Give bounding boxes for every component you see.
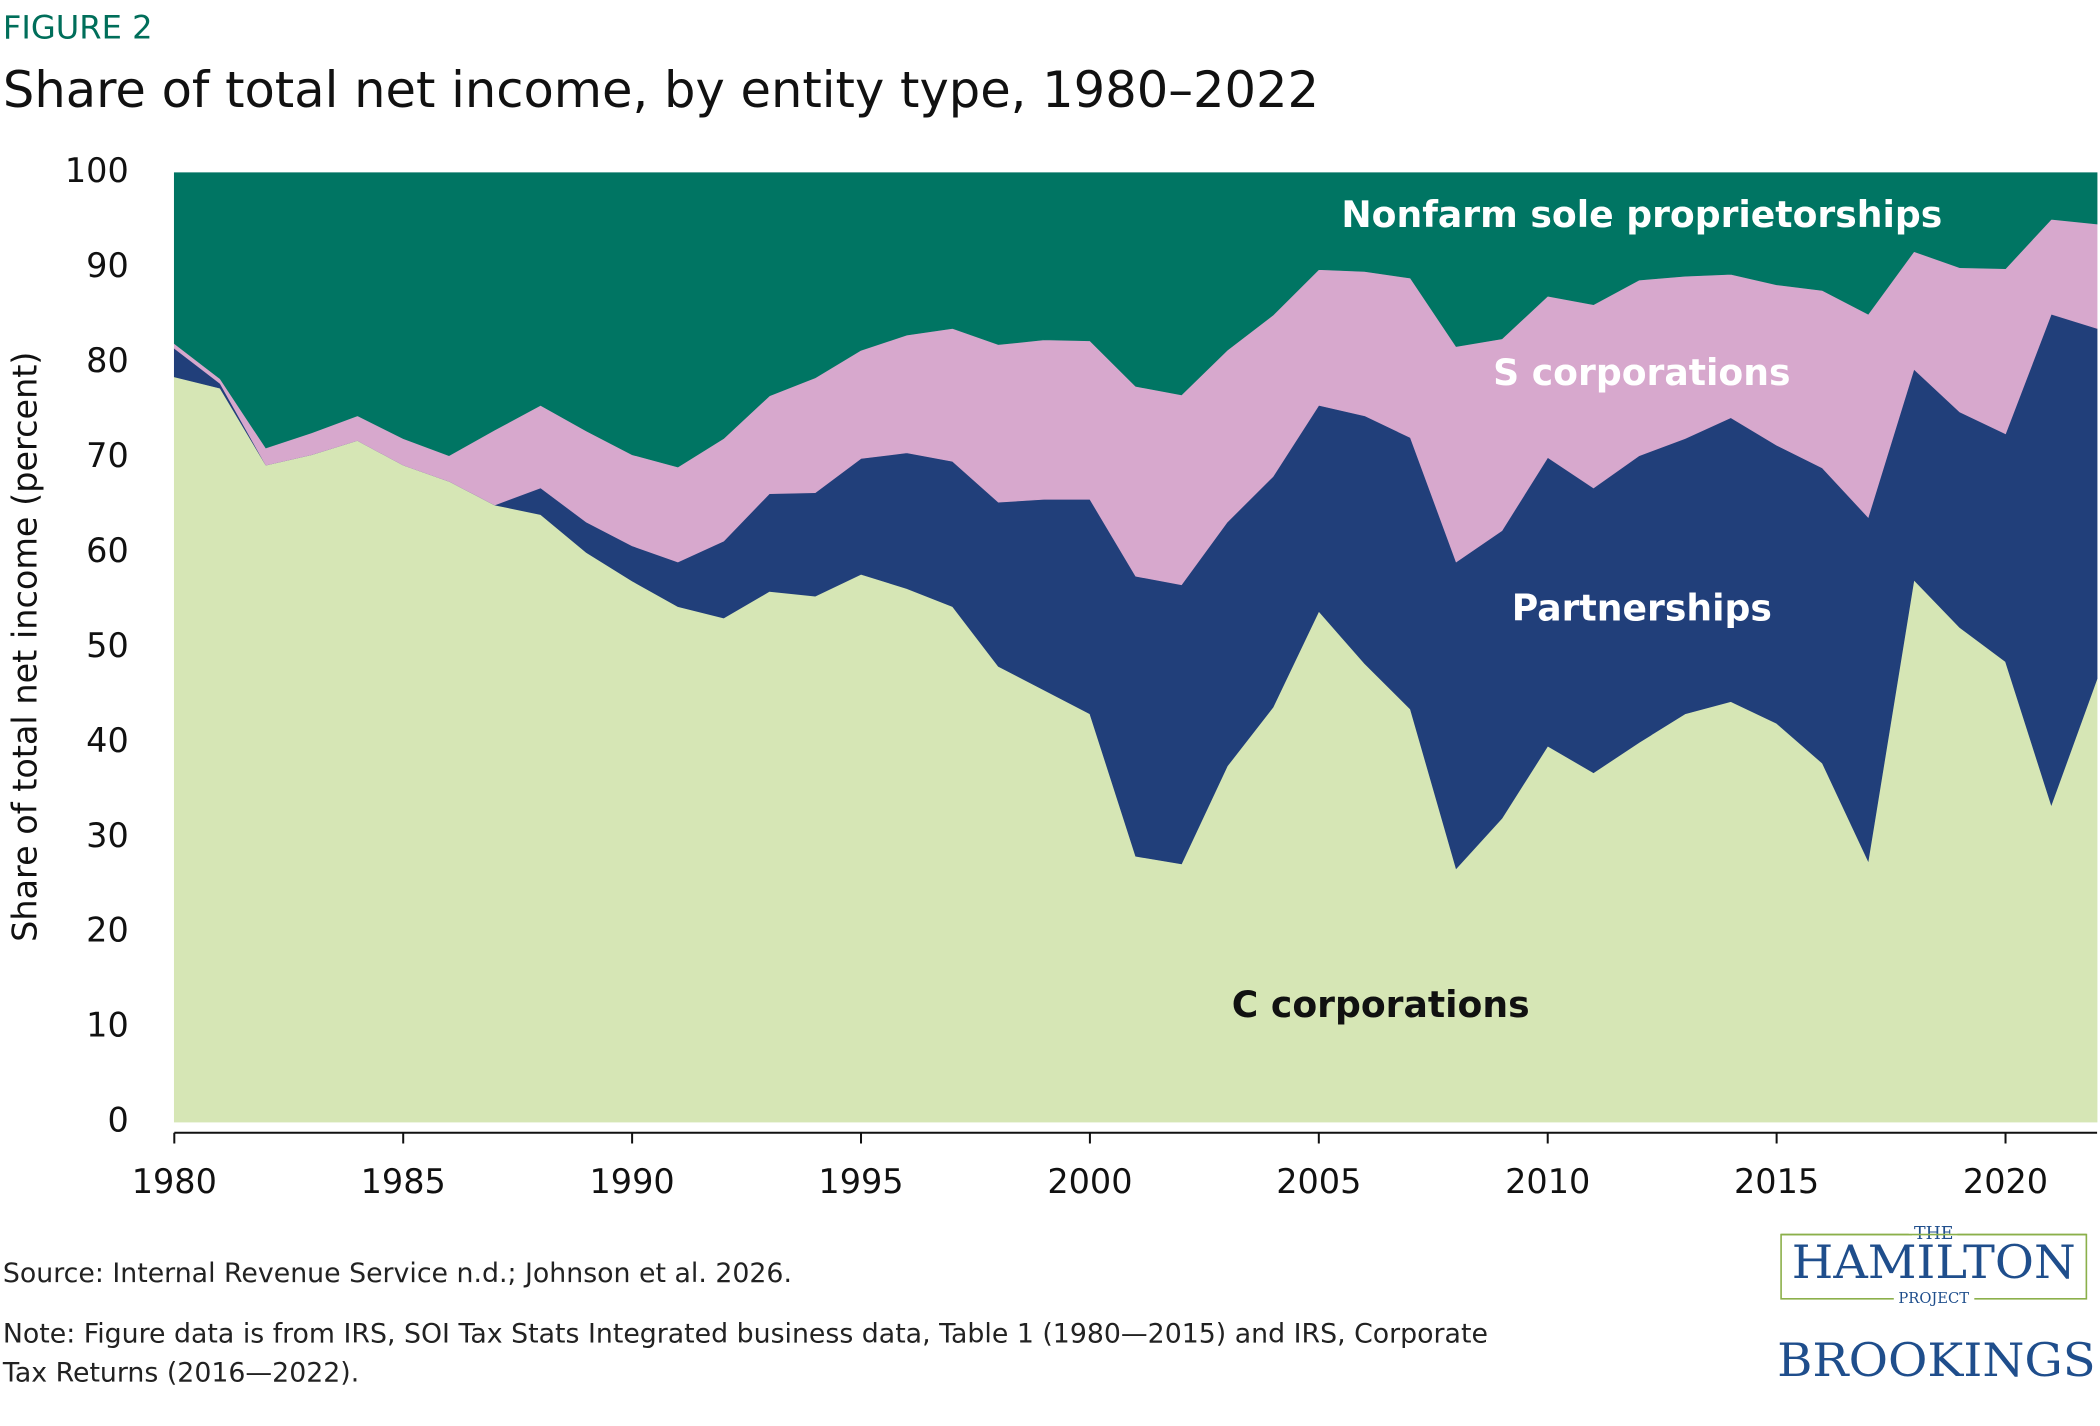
x-tick-label: 2005 — [1276, 1162, 1361, 1201]
y-tick-label: 100 — [65, 151, 129, 190]
chart-title: Share of total net income, by entity typ… — [3, 61, 1319, 119]
y-tick-label: 40 — [86, 721, 129, 760]
plot-area: C corporations Partnerships S corporations… — [65, 151, 2098, 1201]
x-tick-label: 1995 — [818, 1162, 903, 1201]
y-tick-label: 50 — [86, 626, 129, 665]
note: Tax Returns (2016—2022). — [2, 1357, 359, 1388]
x-tick-label: 1990 — [590, 1162, 675, 1201]
figure-label: FIGURE 2 — [3, 8, 153, 46]
x-tick-label: 1985 — [361, 1162, 446, 1201]
x-tick-label: 1980 — [132, 1162, 217, 1201]
y-axis-label: Share of total net income (percent) — [6, 352, 45, 942]
y-tick-label: 0 — [107, 1101, 128, 1140]
logo-frame — [1780, 1233, 2088, 1300]
x-tick-label: 2000 — [1047, 1162, 1132, 1201]
y-tick-label: 10 — [86, 1006, 129, 1045]
series-label: Partnerships — [1512, 587, 1772, 630]
series-label: S corporations — [1493, 351, 1790, 394]
y-tick-label: 80 — [86, 341, 129, 380]
logo-project: PROJECT — [1898, 1290, 1969, 1307]
source: Source: Internal Revenue Service n.d.; J… — [3, 1258, 792, 1289]
series-label: C corporations — [1232, 983, 1530, 1026]
x-tick-label: 2015 — [1734, 1162, 1819, 1201]
x-tick-label: 2010 — [1505, 1162, 1590, 1201]
logo: THE HAMILTON PROJECT BROOKINGS — [1777, 1219, 2096, 1387]
y-tick-label: 70 — [86, 436, 129, 475]
logo-brookings: BROOKINGS — [1777, 1334, 2096, 1387]
logo-hamilton: HAMILTON — [1792, 1236, 2076, 1289]
y-tick-label: 30 — [86, 816, 129, 855]
y-tick-label: 60 — [86, 531, 129, 570]
note: Note: Figure data is from IRS, SOI Tax S… — [3, 1318, 1488, 1349]
y-tick-label: 90 — [86, 246, 129, 285]
area — [173, 172, 2098, 468]
x-tick-label: 2020 — [1963, 1162, 2048, 1201]
y-tick-label: 20 — [86, 911, 129, 950]
series-label: Nonfarm sole proprietorships — [1341, 193, 1942, 236]
